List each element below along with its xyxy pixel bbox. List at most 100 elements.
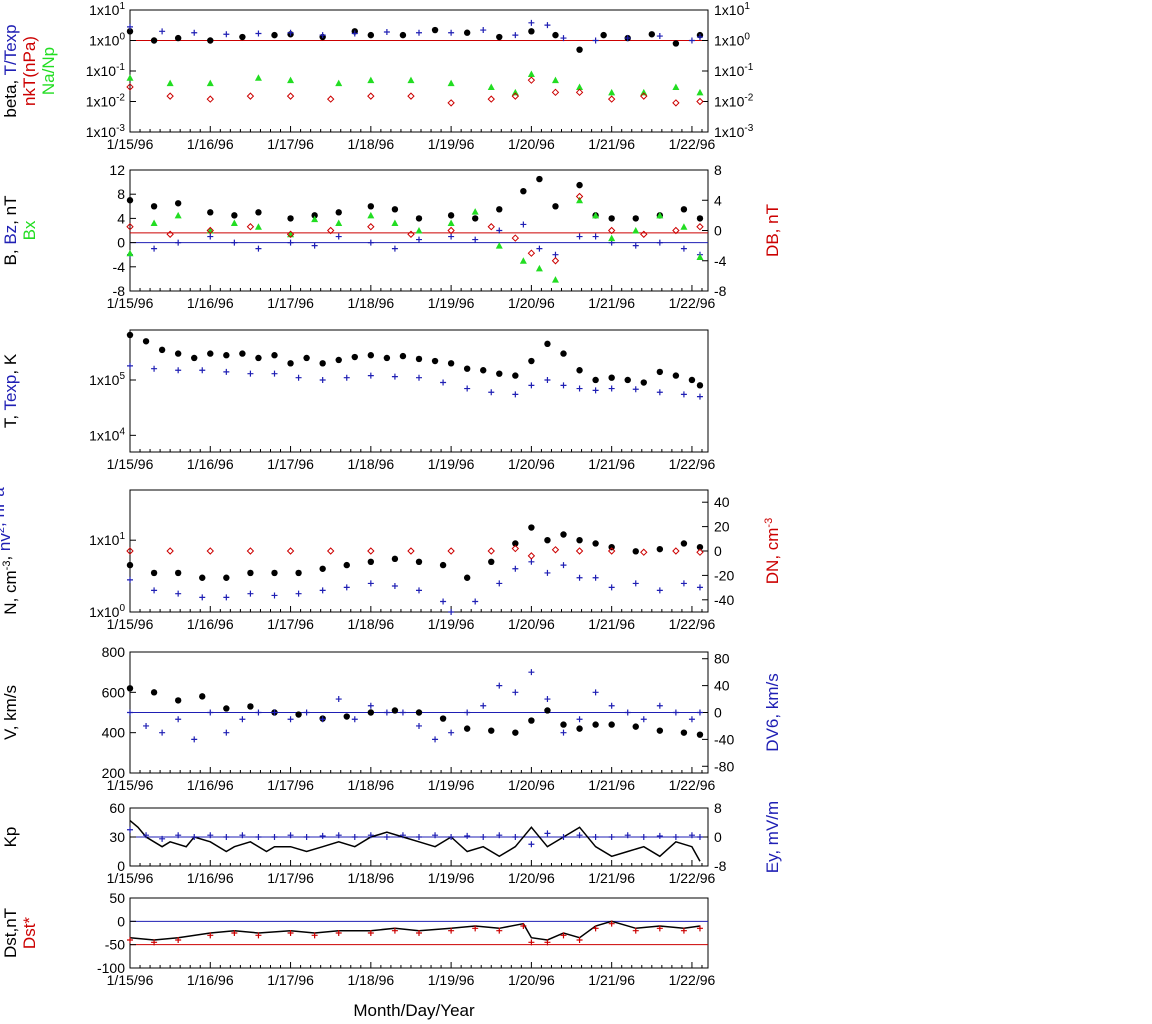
data-point	[335, 233, 342, 240]
x-tick-label: 1/17/96	[267, 972, 314, 988]
y-tick-label-right: -8	[714, 283, 727, 299]
data-point	[351, 716, 358, 723]
data-point	[207, 37, 214, 44]
data-point	[158, 346, 166, 354]
data-point	[319, 376, 326, 383]
data-point	[512, 729, 519, 736]
data-point	[439, 561, 447, 569]
y-tick-label-right: 8	[714, 162, 722, 178]
x-tick-label: 1/21/96	[588, 972, 635, 988]
y-tick-label-right: 20	[714, 519, 730, 535]
data-point	[696, 731, 704, 738]
data-point	[511, 544, 520, 553]
data-point	[624, 376, 631, 384]
x-tick-label: 1/18/96	[347, 136, 394, 152]
data-point	[608, 584, 615, 591]
data-point	[343, 584, 350, 591]
data-point	[527, 552, 536, 560]
data-point	[680, 223, 688, 230]
data-point	[159, 835, 166, 842]
data-point	[206, 226, 214, 235]
data-point	[399, 352, 407, 360]
data-point	[150, 569, 158, 577]
data-point	[287, 716, 294, 723]
data-point	[624, 709, 631, 716]
y-tick-label: -4	[113, 259, 126, 275]
x-tick-label: 1/15/96	[107, 870, 154, 886]
data-point	[447, 226, 455, 235]
data-point	[286, 230, 295, 238]
data-point	[143, 722, 150, 729]
data-point	[528, 717, 535, 724]
data-point	[326, 226, 335, 235]
x-tick-label: 1/20/96	[508, 972, 555, 988]
data-point	[487, 223, 495, 231]
data-point	[231, 239, 238, 246]
data-point	[487, 95, 495, 103]
data-point	[175, 367, 182, 374]
data-point	[656, 702, 663, 709]
y-tick-label: 0	[117, 858, 125, 874]
data-point	[544, 707, 551, 714]
data-point	[575, 192, 584, 201]
data-point	[206, 79, 214, 87]
y-axis-label-right: DV6, km/s	[763, 673, 782, 751]
x-tick-label: 1/16/96	[187, 972, 234, 988]
data-point	[206, 95, 214, 103]
data-point	[576, 725, 583, 732]
y-tick-label: 8	[117, 186, 125, 202]
data-point	[326, 95, 335, 103]
y-axis-label: Kp	[1, 827, 20, 848]
data-point	[560, 729, 567, 736]
data-point	[246, 547, 255, 555]
x-tick-label: 1/15/96	[107, 616, 154, 632]
data-point	[512, 834, 519, 840]
data-point	[440, 598, 447, 605]
x-tick-label: 1/18/96	[347, 616, 394, 632]
y-tick-label: 4	[117, 210, 125, 226]
data-point	[551, 257, 560, 265]
panel-beta: 1/15/96 1/16/96 1/17/96 1/18/96 1/19/96 1/20/…	[1, 1, 754, 152]
data-point	[391, 707, 399, 714]
data-point	[472, 598, 479, 605]
data-point	[512, 689, 519, 696]
data-point	[367, 547, 375, 555]
data-point	[607, 95, 616, 103]
series-blue	[127, 669, 703, 743]
data-point	[319, 832, 326, 839]
y-tick-label: -100	[97, 960, 125, 976]
data-point	[383, 28, 390, 35]
x-tick-label: 1/16/96	[187, 456, 234, 472]
y-tick-label: 200	[102, 765, 126, 781]
data-point	[416, 722, 422, 729]
data-point	[527, 70, 535, 77]
data-point	[608, 834, 615, 840]
y-tick-label-right: -8	[714, 858, 727, 874]
data-point	[432, 736, 439, 743]
data-point	[448, 729, 455, 736]
data-point	[528, 669, 535, 676]
data-point	[367, 702, 374, 709]
x-tick-label: 1/15/96	[107, 456, 154, 472]
data-point	[696, 382, 704, 389]
data-point	[511, 234, 520, 242]
data-point	[552, 31, 559, 39]
data-point	[126, 74, 134, 81]
data-point	[287, 360, 294, 367]
data-point	[496, 206, 503, 213]
data-point	[576, 385, 583, 392]
x-tick-label: 1/19/96	[428, 295, 475, 311]
data-point	[528, 28, 535, 35]
data-point	[247, 703, 254, 710]
x-tick-label: 1/17/96	[267, 870, 314, 886]
data-point	[672, 40, 680, 47]
data-point	[592, 689, 599, 696]
data-point	[632, 927, 639, 934]
x-tick-label: 1/20/96	[508, 777, 555, 793]
data-point	[560, 834, 567, 840]
data-point	[696, 548, 704, 556]
data-point	[247, 569, 254, 577]
data-point	[528, 939, 535, 946]
data-point	[448, 609, 455, 615]
data-point	[471, 215, 479, 222]
